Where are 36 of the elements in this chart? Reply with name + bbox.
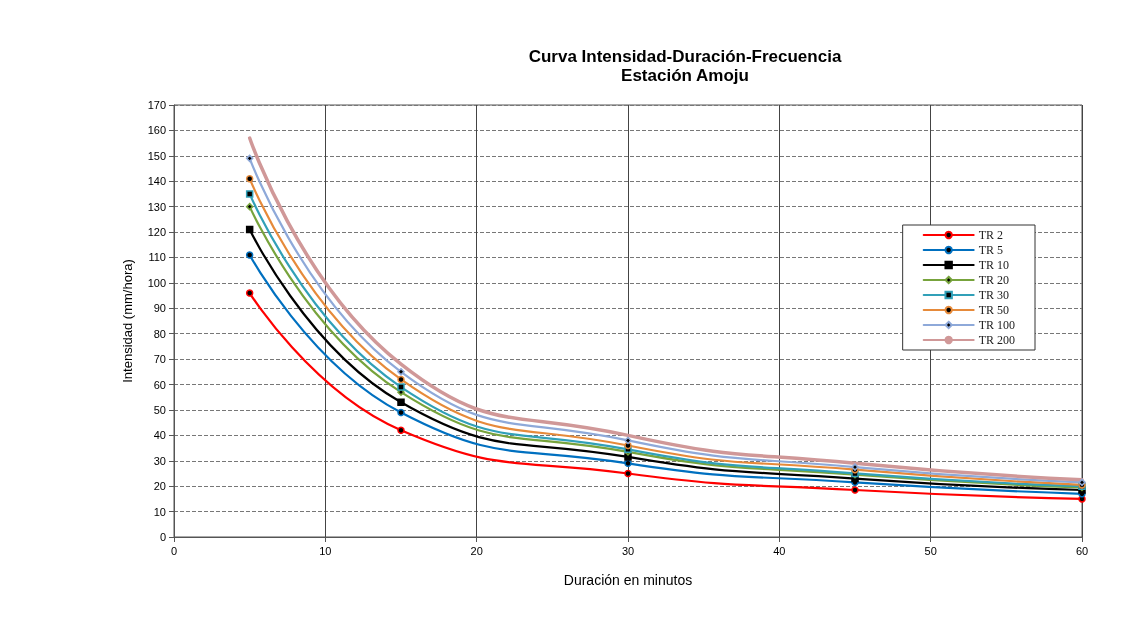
x-tick-label: 20 [470, 544, 483, 557]
y-tick-label: 160 [147, 124, 166, 137]
y-tick-label: 0 [159, 531, 166, 543]
x-axis-title: Duración en minutos [563, 572, 693, 588]
y-tick-label: 70 [153, 353, 166, 366]
legend-label: TR 10 [978, 258, 1010, 272]
y-tick-label: 80 [153, 327, 166, 340]
y-tick-label: 30 [153, 454, 166, 467]
y-tick-label: 60 [153, 378, 166, 391]
y-tick-label: 40 [153, 429, 166, 442]
y-tick-label: 120 [147, 226, 166, 239]
legend-label: TR 20 [978, 273, 1010, 287]
y-axis-title: Intensidad (mm/hora) [120, 259, 135, 383]
y-tick-label: 170 [147, 99, 166, 111]
legend-label: TR 2 [978, 228, 1004, 242]
legend-label: TR 100 [978, 318, 1016, 332]
legend-label: TR 50 [978, 303, 1010, 317]
y-tick-label: 10 [153, 505, 166, 518]
y-tick-label: 130 [147, 200, 166, 213]
legend-label: TR 30 [978, 288, 1010, 302]
y-tick-label: 140 [147, 175, 166, 188]
y-tick-label: 150 [147, 149, 166, 162]
y-tick-label: 20 [153, 480, 166, 493]
x-tick-label: 0 [170, 544, 178, 557]
legend-label: TR 5 [978, 243, 1004, 257]
chart-title: Curva Intensidad-Duración-Frecuencia Estación Amoju [528, 47, 842, 85]
x-tick-label: 30 [621, 544, 635, 557]
x-tick-label: 10 [319, 544, 332, 557]
y-tick-label: 110 [148, 251, 166, 264]
x-tick-label: 60 [1075, 544, 1089, 557]
x-tick-label: 40 [773, 544, 786, 557]
y-tick-label: 50 [153, 403, 166, 416]
y-tick-label: 100 [147, 276, 166, 289]
legend-label: TR 200 [978, 333, 1016, 347]
y-tick-label: 90 [153, 302, 166, 315]
x-tick-label: 50 [924, 544, 937, 557]
